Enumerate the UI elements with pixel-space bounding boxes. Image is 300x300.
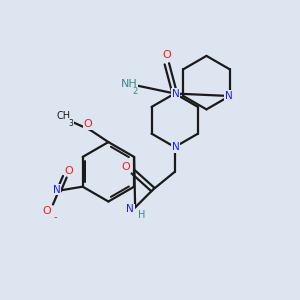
Text: N: N [225,91,232,101]
Text: CH: CH [57,111,71,121]
Text: -: - [53,212,57,222]
Text: N: N [172,142,180,152]
Text: 3: 3 [68,119,73,128]
Text: H: H [138,210,146,220]
Text: O: O [64,166,73,176]
Text: N: N [126,204,134,214]
Text: O: O [83,119,92,129]
Text: O: O [122,162,130,172]
Text: NH: NH [121,79,138,88]
Text: N: N [172,88,180,98]
Text: N: N [53,184,61,195]
Text: O: O [163,50,171,60]
Text: O: O [43,206,51,216]
Text: 2: 2 [133,87,138,96]
